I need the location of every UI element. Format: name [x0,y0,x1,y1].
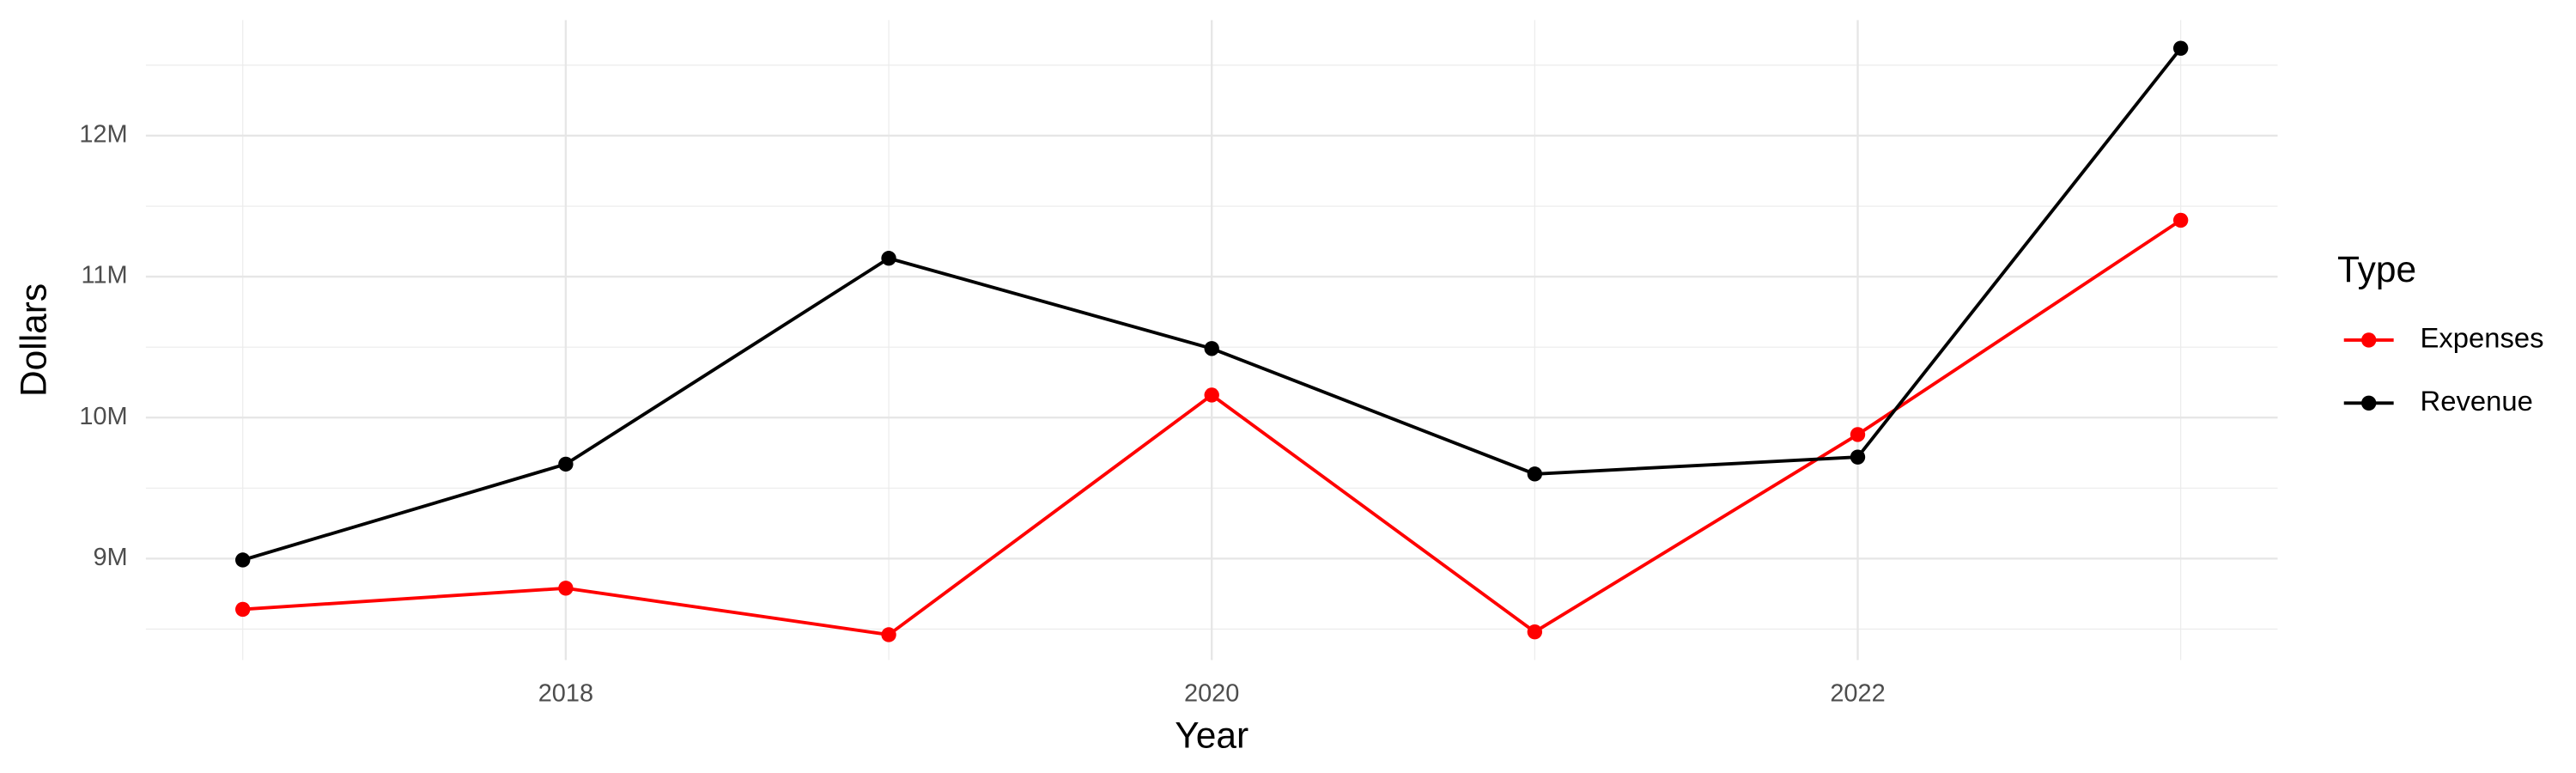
legend-label: Expenses [2421,322,2544,354]
data-point [558,456,574,472]
data-point [2172,40,2189,56]
legend-label: Revenue [2421,385,2533,417]
data-point [1204,341,1219,356]
data-point [881,627,896,642]
y-axis-title: Dollars [14,283,54,397]
x-tick-label: 2020 [1184,680,1239,708]
y-tick-label: 9M [93,544,127,571]
y-tick-label: 11M [81,262,127,289]
data-point [558,581,574,596]
y-tick-label: 10M [79,403,127,430]
data-point [235,601,251,618]
x-tick-label: 2018 [538,680,593,708]
data-point [1527,466,1543,482]
data-point [2172,212,2189,228]
legend-title: Type [2337,249,2416,289]
y-tick-label: 12M [79,121,127,149]
data-point [1204,387,1219,403]
data-point [235,552,251,568]
x-tick-label: 2022 [1830,680,1885,708]
data-point [1850,427,1866,442]
data-point [1850,449,1866,465]
legend-key-point [2361,332,2377,348]
data-point [1527,624,1543,640]
x-axis-title: Year [1175,715,1249,755]
data-point [881,251,896,266]
legend-key-point [2361,395,2377,411]
